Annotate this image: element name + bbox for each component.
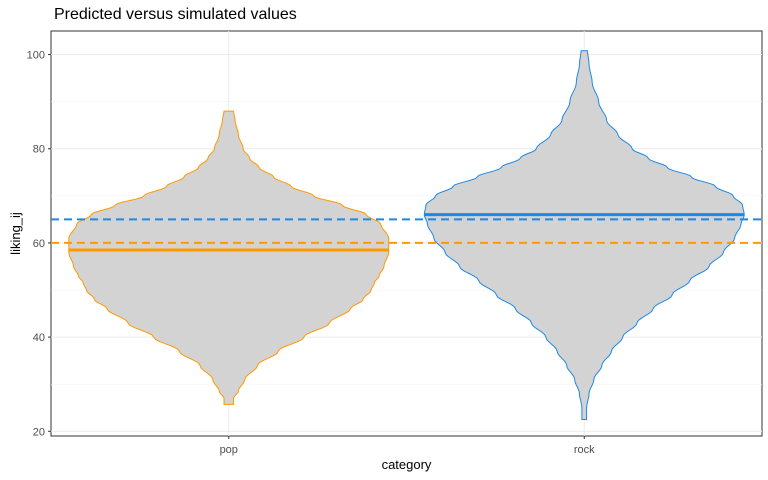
axis-layer: 20 40 60 80 100 pop rock [27,50,595,456]
x-axis-title: category [382,457,432,472]
y-tick-label: 40 [33,332,45,344]
chart-title: Predicted versus simulated values [54,6,297,23]
y-axis-title: liking_ij [8,212,23,255]
y-tick-label: 80 [33,144,45,156]
violin-rock [423,50,745,420]
violin-pop [68,110,390,405]
y-tick-label: 100 [27,50,45,62]
x-tick-label-rock: rock [574,444,595,456]
violin-layer [68,50,745,420]
x-tick-label-pop: pop [220,444,238,456]
y-tick-label: 20 [33,426,45,438]
mean-line-layer [51,213,762,252]
y-tick-label: 60 [33,238,45,250]
